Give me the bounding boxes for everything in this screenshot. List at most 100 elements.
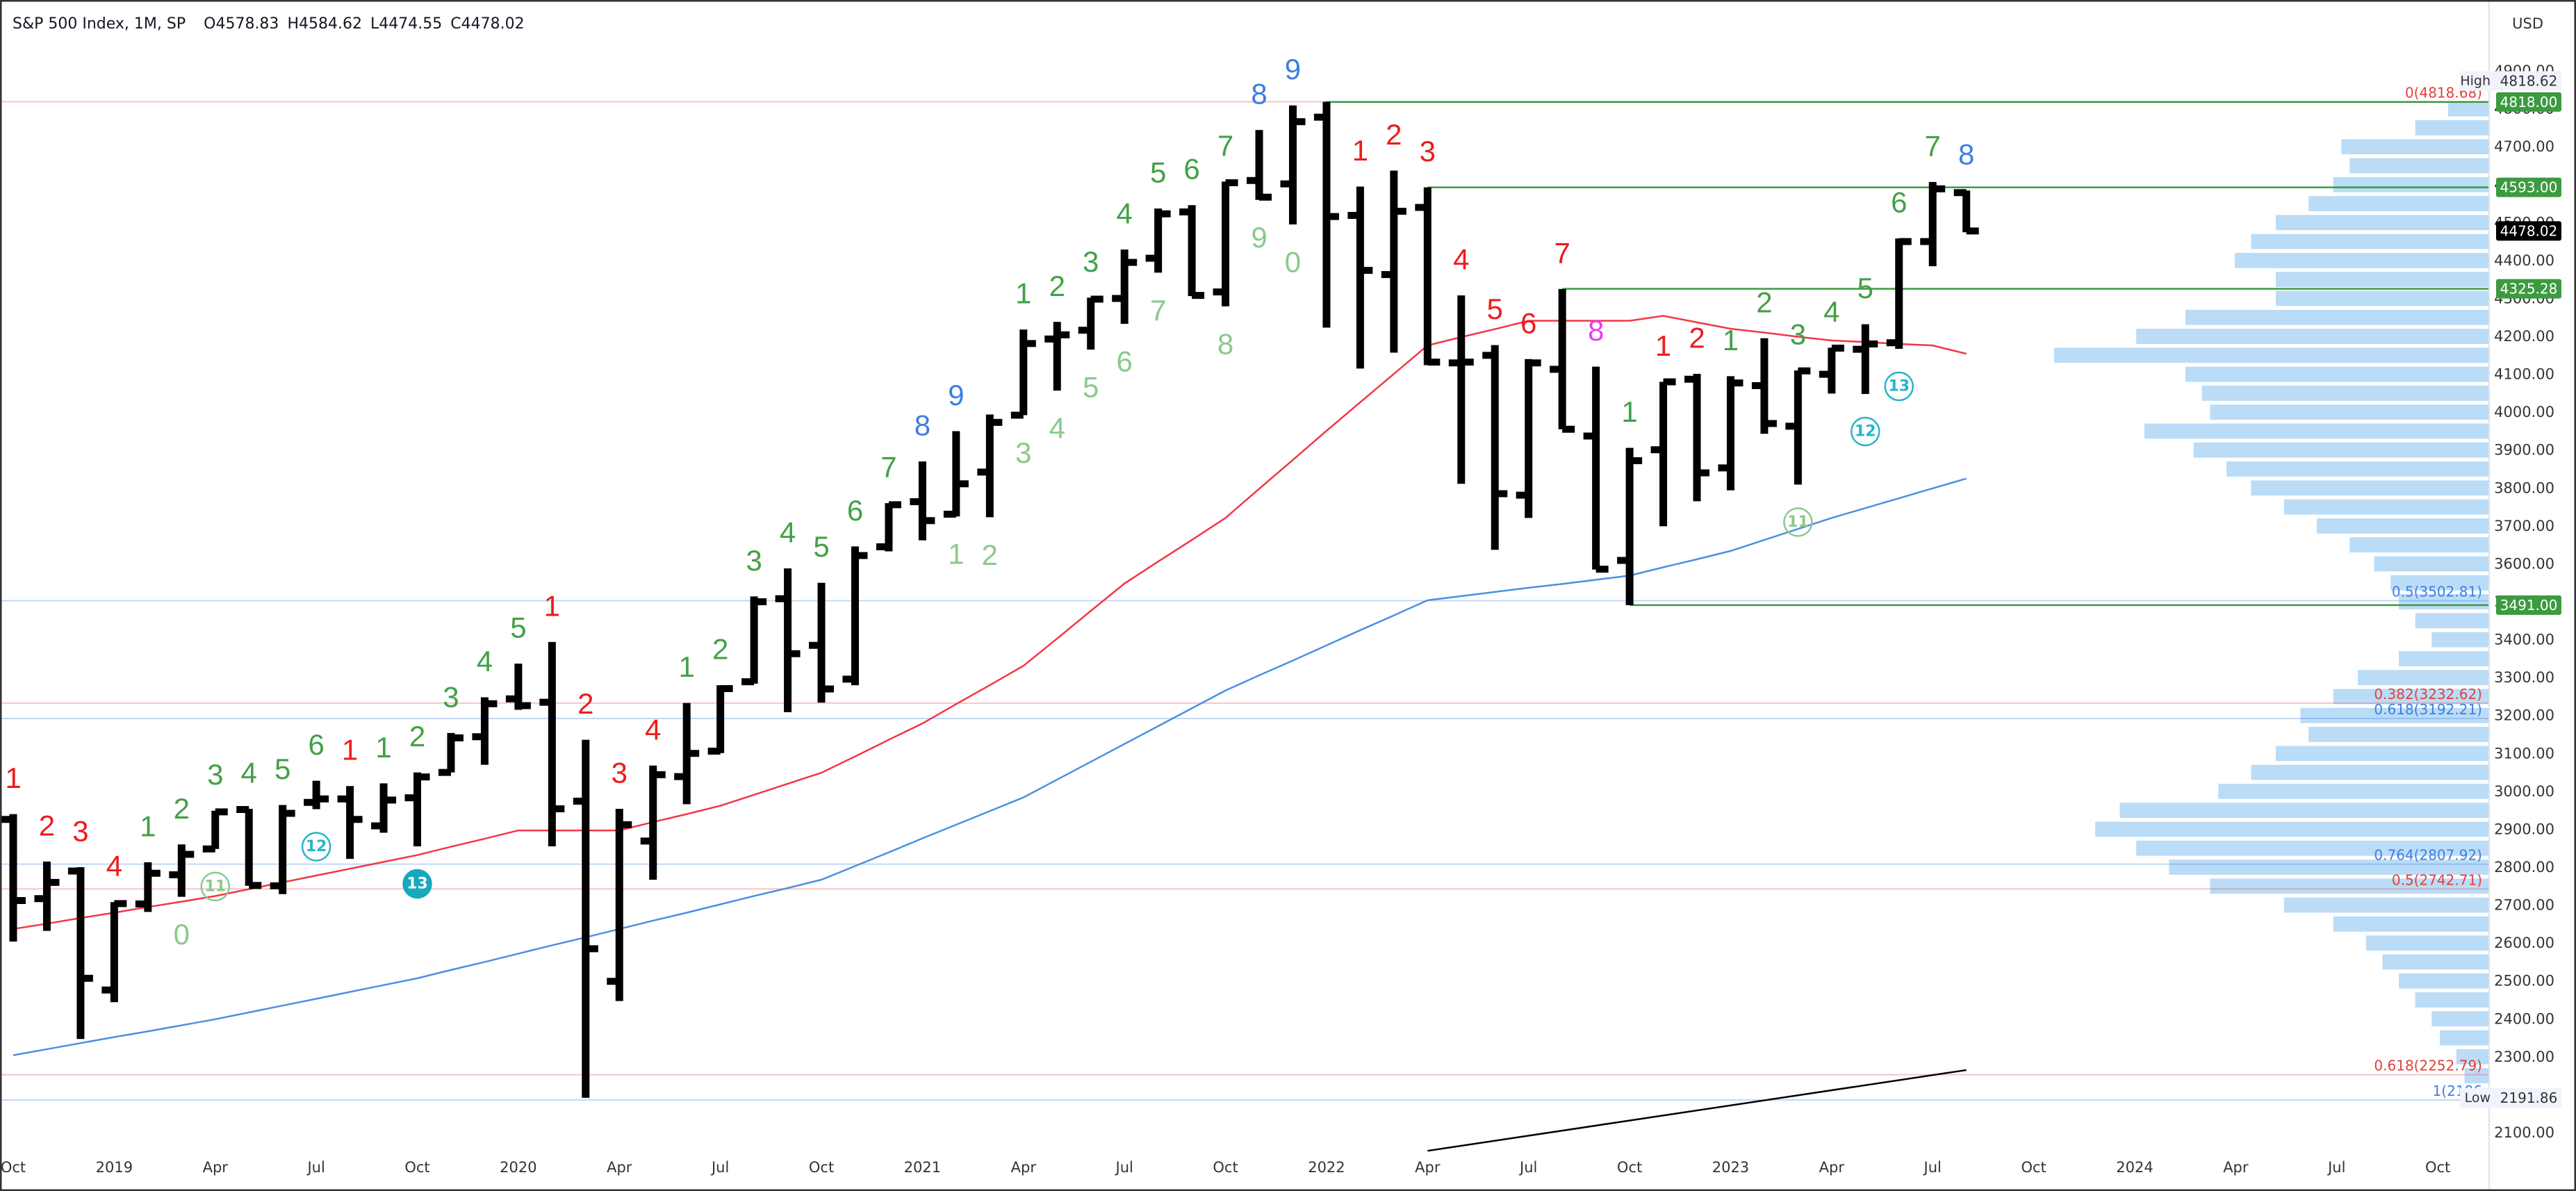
count-label: 2	[577, 687, 593, 720]
count-label: 6	[1891, 186, 1907, 219]
x-tick-label: 2024	[2116, 1159, 2153, 1176]
x-tick-label: Jul	[710, 1159, 729, 1176]
level-tag: 4325.28	[2500, 281, 2558, 297]
count-label: 3	[746, 544, 762, 577]
level-tag-box	[2496, 177, 2561, 197]
x-tick-label: Oct	[2021, 1159, 2046, 1176]
profile-bar	[2185, 366, 2489, 382]
profile-bar	[2275, 746, 2489, 762]
profile-bar	[2399, 650, 2489, 666]
profile-bar	[2333, 689, 2489, 705]
profile-bar	[2136, 329, 2489, 344]
count-label: 9	[948, 379, 964, 411]
y-tick-label: 2600.00	[2494, 935, 2554, 951]
count-label: 8	[1958, 138, 1974, 171]
profile-bar	[2218, 783, 2489, 799]
count-label: 3	[1015, 436, 1031, 469]
profile-bar	[2382, 954, 2489, 970]
y-tick-label: 4700.00	[2494, 138, 2554, 155]
count-label: 3	[72, 815, 88, 848]
count-label: 5	[510, 611, 526, 643]
count-label: 1	[948, 538, 964, 570]
count-label: 4	[1453, 243, 1469, 276]
profile-bar	[2226, 461, 2489, 477]
x-tick-label: 2020	[500, 1159, 536, 1176]
count-label: 8	[1217, 327, 1233, 360]
count-label: 2	[39, 809, 55, 841]
count-label: 4	[780, 516, 796, 548]
low-box	[2460, 1087, 2561, 1108]
count-label: 13	[1888, 378, 1910, 395]
profile-bar	[2374, 556, 2489, 572]
profile-bar	[2144, 423, 2489, 439]
profile-bar	[2390, 575, 2489, 591]
y-tick-label: 3200.00	[2494, 707, 2554, 724]
profile-bar	[2300, 707, 2489, 723]
count-label: 0	[1285, 246, 1301, 279]
count-label: 3	[612, 756, 627, 789]
count-label: 3	[1083, 245, 1099, 278]
high-label: High	[2460, 73, 2491, 88]
profile-bar	[2251, 764, 2489, 780]
count-label: 3	[1420, 135, 1436, 167]
y-tick-label: 2100.00	[2494, 1124, 2554, 1141]
x-tick-label: Jul	[2327, 1159, 2345, 1176]
profile-bar	[2341, 139, 2489, 155]
ohlc-value: 4478.02	[461, 15, 525, 33]
ohlc-label: C	[450, 15, 461, 33]
count-label: 11	[1787, 514, 1809, 531]
count-circle	[402, 869, 432, 899]
profile-bar	[2431, 1011, 2489, 1027]
y-tick-label: 2400.00	[2494, 1010, 2554, 1027]
profile-bar	[2431, 632, 2489, 648]
x-tick-label: Oct	[2425, 1159, 2450, 1176]
ohlc-label: L	[370, 15, 379, 33]
count-label: 4	[1117, 197, 1133, 230]
fib-label: 0.382(3232.62)	[2374, 686, 2482, 703]
low-value: 2191.86	[2500, 1090, 2558, 1106]
last-price-tag: 4478.02	[2500, 222, 2558, 239]
count-label: 1	[1621, 395, 1637, 428]
count-label: 3	[207, 758, 223, 791]
y-tick-label: 4100.00	[2494, 366, 2554, 383]
count-label: 5	[1083, 371, 1099, 404]
count-label: 1	[1352, 134, 1368, 167]
count-label: 1	[679, 650, 695, 683]
count-label: 6	[1183, 153, 1199, 186]
count-label: 4	[477, 645, 493, 677]
count-label: 1	[1015, 277, 1031, 310]
profile-bar	[2464, 1068, 2489, 1084]
profile-bar	[2185, 309, 2489, 325]
last-price-tag-box	[2496, 221, 2561, 241]
profile-bar	[2349, 158, 2489, 174]
ohlc-label: H	[287, 15, 299, 33]
profile-bar	[2054, 347, 2489, 363]
count-circle	[301, 832, 331, 862]
x-tick-label: Apr	[1819, 1159, 1845, 1176]
y-tick-label: 3000.00	[2494, 783, 2554, 800]
count-label: 2	[1049, 270, 1065, 302]
profile-bar	[2415, 120, 2489, 135]
ohlc-value: 4584.62	[299, 15, 362, 33]
count-label: 11	[204, 878, 226, 895]
count-label: 2	[712, 633, 728, 666]
profile-bar	[2456, 1049, 2489, 1065]
count-label: 2	[409, 720, 425, 753]
ohlc-value: 4474.55	[379, 15, 442, 33]
y-tick-label: 2700.00	[2494, 897, 2554, 914]
profile-bar	[2201, 385, 2489, 401]
x-tick-label: Jul	[1518, 1159, 1537, 1176]
y-tick-label: 4400.00	[2494, 252, 2554, 269]
count-label: 2	[1689, 322, 1705, 354]
fib-label: 0.618(3192.21)	[2374, 701, 2482, 718]
count-label: 6	[308, 728, 324, 761]
fib-label: 0.5(3502.81)	[2392, 583, 2482, 600]
x-tick-label: Apr	[1415, 1159, 1441, 1176]
y-tick-label: 2900.00	[2494, 821, 2554, 837]
profile-bar	[2308, 196, 2489, 211]
count-label: 6	[1117, 345, 1133, 378]
count-circle	[1783, 507, 1813, 537]
profile-bar	[2365, 935, 2489, 951]
